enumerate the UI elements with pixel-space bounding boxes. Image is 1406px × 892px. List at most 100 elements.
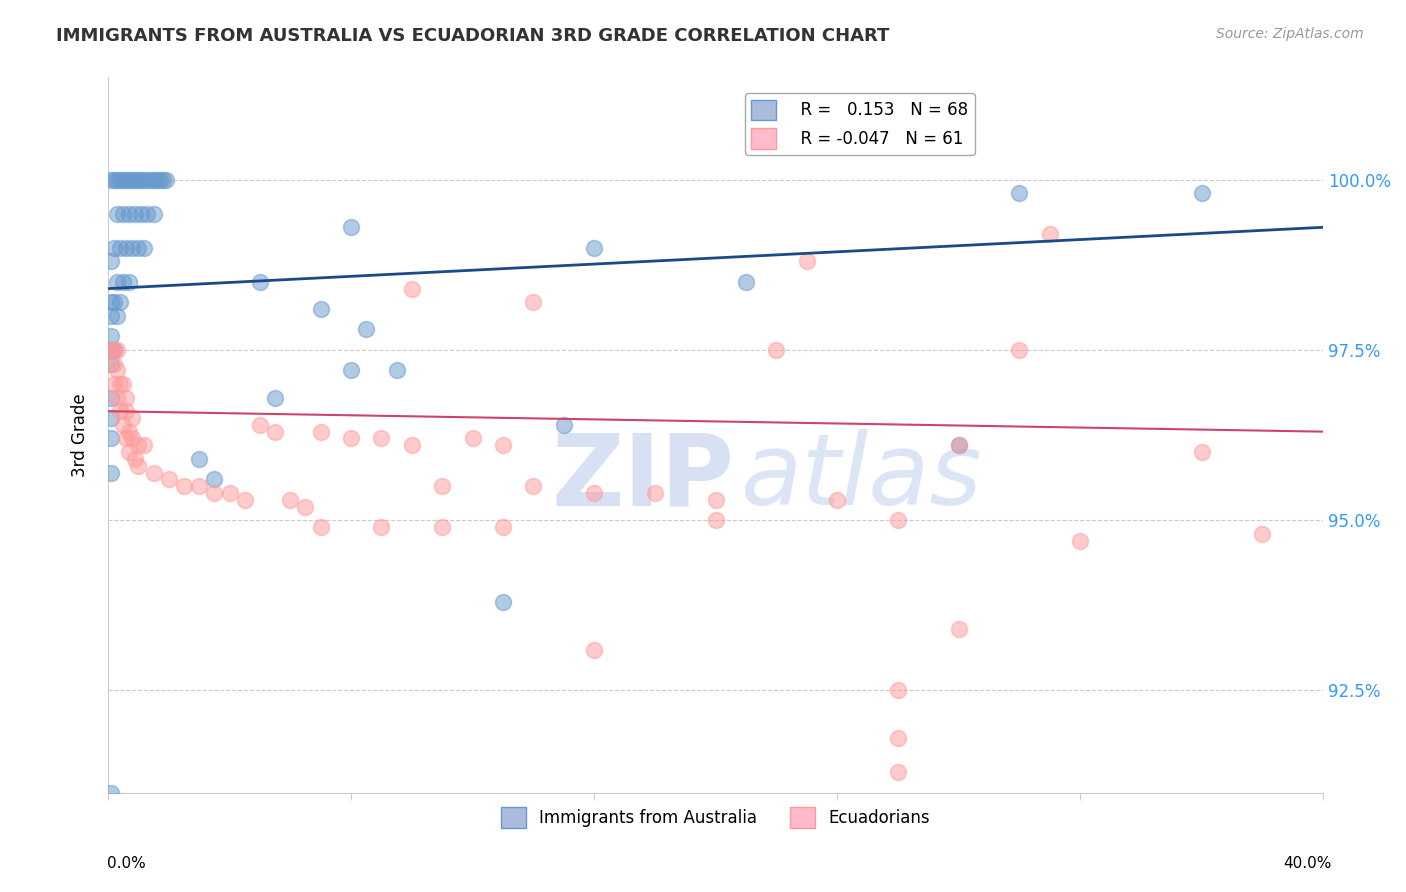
Legend: Immigrants from Australia, Ecuadorians: Immigrants from Australia, Ecuadorians bbox=[494, 801, 936, 834]
Point bbox=[115, 432, 138, 446]
Point bbox=[115, 391, 138, 405]
Point bbox=[105, 172, 128, 186]
Point bbox=[340, 432, 363, 446]
Point bbox=[704, 492, 727, 507]
Point bbox=[1008, 186, 1031, 201]
Point bbox=[340, 220, 363, 235]
Text: Source: ZipAtlas.com: Source: ZipAtlas.com bbox=[1216, 27, 1364, 41]
Point bbox=[1251, 526, 1274, 541]
Point bbox=[948, 438, 970, 452]
Point bbox=[100, 172, 122, 186]
Point bbox=[139, 172, 162, 186]
Point bbox=[948, 622, 970, 636]
Point bbox=[121, 241, 143, 255]
Point bbox=[264, 391, 287, 405]
Text: 0.0%: 0.0% bbox=[107, 856, 146, 871]
Point bbox=[100, 329, 122, 343]
Point bbox=[142, 466, 165, 480]
Point bbox=[948, 438, 970, 452]
Point bbox=[309, 301, 332, 316]
Point bbox=[340, 363, 363, 377]
Point bbox=[127, 172, 149, 186]
Y-axis label: 3rd Grade: 3rd Grade bbox=[72, 393, 89, 477]
Point bbox=[103, 357, 125, 371]
Point bbox=[108, 172, 131, 186]
Point bbox=[354, 322, 377, 336]
Point bbox=[108, 376, 131, 391]
Point bbox=[765, 343, 787, 357]
Point bbox=[127, 438, 149, 452]
Point bbox=[142, 172, 165, 186]
Point bbox=[522, 295, 544, 310]
Point bbox=[121, 172, 143, 186]
Point bbox=[121, 432, 143, 446]
Point bbox=[309, 520, 332, 534]
Point bbox=[134, 172, 156, 186]
Point bbox=[103, 343, 125, 357]
Point bbox=[145, 172, 167, 186]
Point bbox=[100, 343, 122, 357]
Point bbox=[100, 466, 122, 480]
Point bbox=[112, 417, 135, 432]
Point bbox=[100, 411, 122, 425]
Point bbox=[136, 172, 159, 186]
Point bbox=[796, 254, 818, 268]
Point bbox=[294, 500, 316, 514]
Point bbox=[492, 595, 515, 609]
Point bbox=[105, 275, 128, 289]
Point bbox=[887, 765, 910, 780]
Point bbox=[103, 241, 125, 255]
Point bbox=[115, 241, 138, 255]
Point bbox=[278, 492, 301, 507]
Point bbox=[887, 513, 910, 527]
Point bbox=[430, 479, 453, 493]
Point bbox=[124, 207, 146, 221]
Point bbox=[202, 472, 225, 486]
Point bbox=[553, 417, 575, 432]
Point bbox=[583, 642, 606, 657]
Point bbox=[121, 411, 143, 425]
Point bbox=[100, 295, 122, 310]
Point bbox=[188, 451, 211, 466]
Point bbox=[583, 241, 606, 255]
Point bbox=[105, 309, 128, 323]
Point bbox=[430, 520, 453, 534]
Point bbox=[112, 172, 135, 186]
Point bbox=[100, 357, 122, 371]
Point bbox=[188, 479, 211, 493]
Point bbox=[887, 731, 910, 746]
Point bbox=[401, 282, 423, 296]
Point bbox=[103, 172, 125, 186]
Point bbox=[131, 207, 153, 221]
Point bbox=[112, 376, 135, 391]
Point bbox=[100, 786, 122, 800]
Text: 40.0%: 40.0% bbox=[1284, 856, 1331, 871]
Point bbox=[370, 432, 392, 446]
Point bbox=[401, 438, 423, 452]
Point bbox=[118, 172, 141, 186]
Point bbox=[118, 425, 141, 439]
Point bbox=[100, 432, 122, 446]
Point bbox=[115, 404, 138, 418]
Point bbox=[100, 254, 122, 268]
Point bbox=[309, 425, 332, 439]
Point bbox=[492, 438, 515, 452]
Point bbox=[136, 207, 159, 221]
Point bbox=[704, 513, 727, 527]
Point bbox=[218, 486, 240, 500]
Point bbox=[100, 343, 122, 357]
Point bbox=[1069, 533, 1091, 548]
Point bbox=[385, 363, 408, 377]
Point bbox=[134, 438, 156, 452]
Point bbox=[249, 417, 271, 432]
Point bbox=[127, 458, 149, 473]
Text: atlas: atlas bbox=[741, 429, 983, 526]
Point bbox=[492, 520, 515, 534]
Point bbox=[202, 486, 225, 500]
Point bbox=[103, 343, 125, 357]
Point bbox=[118, 207, 141, 221]
Point bbox=[152, 172, 174, 186]
Point bbox=[1191, 186, 1213, 201]
Point bbox=[105, 391, 128, 405]
Point bbox=[108, 295, 131, 310]
